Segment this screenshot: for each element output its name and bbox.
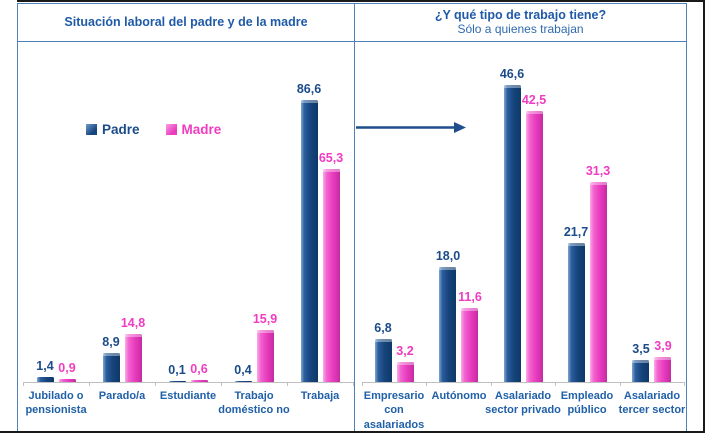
- value-label-madre-1: 14,8: [120, 316, 146, 330]
- left-panel-title: Situación laboral del padre y de la madr…: [64, 15, 308, 30]
- bar-padre-3: [568, 243, 585, 382]
- category-label: Parado/a: [98, 390, 146, 402]
- x-axis-tick: [353, 382, 354, 386]
- value-label-madre-2: 42,5: [521, 93, 547, 107]
- right-chart-panel: Empresario con asalariados 6,8 3,2 Autónomo…: [355, 42, 687, 431]
- bar-padre-4: [632, 360, 649, 382]
- bar-madre-3: [257, 330, 274, 382]
- bar-padre-3: [235, 381, 252, 382]
- bar-padre-4: [301, 100, 318, 382]
- bar-padre-2: [169, 381, 186, 382]
- category-label: Jubilado o pensionista: [25, 390, 87, 417]
- x-axis-tick: [426, 382, 427, 386]
- bar-madre-0: [59, 379, 76, 382]
- bar-padre-2: [504, 85, 521, 382]
- value-label-padre-4: 3,5: [632, 342, 650, 356]
- category-label: Empleado público: [560, 390, 614, 417]
- x-axis-tick: [155, 382, 156, 386]
- legend-label-padre: Padre: [102, 122, 140, 137]
- category-label: Asalariado tercer sector: [618, 390, 686, 417]
- category-label: Asalariado sector privado: [485, 390, 561, 417]
- bar-padre-0: [375, 339, 392, 382]
- value-label-padre-1: 18,0: [435, 249, 461, 263]
- right-panel-subtitle: Sólo a quienes trabajan: [457, 22, 584, 37]
- x-axis-tick: [491, 382, 492, 386]
- bar-padre-0: [37, 377, 54, 382]
- x-axis-tick: [89, 382, 90, 386]
- bar-madre-4: [323, 169, 340, 382]
- x-axis-tick: [287, 382, 288, 386]
- x-axis-line: [362, 382, 684, 383]
- value-label-padre-2: 0,1: [168, 363, 186, 377]
- bar-madre-2: [526, 111, 543, 382]
- value-label-madre-2: 0,6: [190, 362, 208, 376]
- value-label-padre-3: 0,4: [234, 363, 252, 377]
- bar-madre-2: [191, 380, 208, 382]
- right-plot-area: Empresario con asalariados 6,8 3,2 Autónomo…: [355, 42, 686, 431]
- left-plot-area: Jubilado o pensionista 1,4 0,9 Parado/a 8,9 1…: [18, 42, 354, 431]
- bar-madre-4: [654, 357, 671, 382]
- right-panel-title-box: ¿Y qué tipo de trabajo tiene? Sólo a qui…: [355, 3, 687, 42]
- value-label-madre-0: 3,2: [396, 344, 414, 358]
- frame-right-border: [703, 0, 705, 433]
- value-label-madre-4: 3,9: [654, 339, 672, 353]
- value-label-madre-3: 15,9: [252, 312, 278, 326]
- value-label-madre-0: 0,9: [58, 361, 76, 375]
- bar-madre-3: [590, 182, 607, 382]
- category-label: Estudiante: [159, 390, 217, 402]
- value-label-madre-1: 11,6: [458, 290, 482, 304]
- legend: Padre Madre: [86, 122, 221, 137]
- x-axis-tick: [555, 382, 556, 386]
- legend-item-padre: Padre: [86, 122, 140, 137]
- value-label-madre-3: 31,3: [585, 164, 611, 178]
- value-label-padre-4: 86,6: [296, 82, 322, 96]
- frame-bottom-border: [0, 431, 705, 433]
- left-panel-title-box: Situación laboral del padre y de la madr…: [17, 3, 355, 42]
- value-label-padre-2: 46,6: [499, 67, 525, 81]
- legend-label-madre: Madre: [181, 122, 222, 137]
- bar-madre-1: [125, 334, 142, 382]
- value-label-padre-1: 8,9: [102, 335, 120, 349]
- x-axis-line: [23, 382, 353, 383]
- padre-swatch-icon: [86, 124, 97, 135]
- x-axis-tick: [221, 382, 222, 386]
- value-label-padre-0: 1,4: [36, 359, 54, 373]
- category-label: Trabaja: [300, 390, 340, 402]
- bar-madre-0: [397, 362, 414, 382]
- flow-arrow-icon: [356, 122, 466, 133]
- right-panel-title: ¿Y qué tipo de trabajo tiene?: [434, 7, 607, 22]
- bar-madre-1: [461, 308, 478, 382]
- bar-padre-1: [439, 267, 456, 382]
- value-label-padre-0: 6,8: [374, 321, 392, 335]
- madre-swatch-icon: [165, 124, 177, 135]
- value-label-madre-4: 65,3: [318, 151, 344, 165]
- x-axis-tick: [362, 382, 363, 386]
- value-label-padre-3: 21,7: [563, 225, 589, 239]
- x-axis-tick: [684, 382, 685, 386]
- x-axis-tick: [620, 382, 621, 386]
- category-label: Empresario con asalariados: [363, 390, 425, 431]
- left-chart-panel: Jubilado o pensionista 1,4 0,9 Parado/a 8,9 1…: [17, 42, 355, 431]
- legend-item-madre: Madre: [165, 122, 222, 137]
- category-label: Trabajo doméstico no: [218, 390, 290, 417]
- frame-top-border: [17, 0, 705, 2]
- category-label: Autónomo: [431, 390, 487, 402]
- bar-padre-1: [103, 353, 120, 382]
- x-axis-tick: [23, 382, 24, 386]
